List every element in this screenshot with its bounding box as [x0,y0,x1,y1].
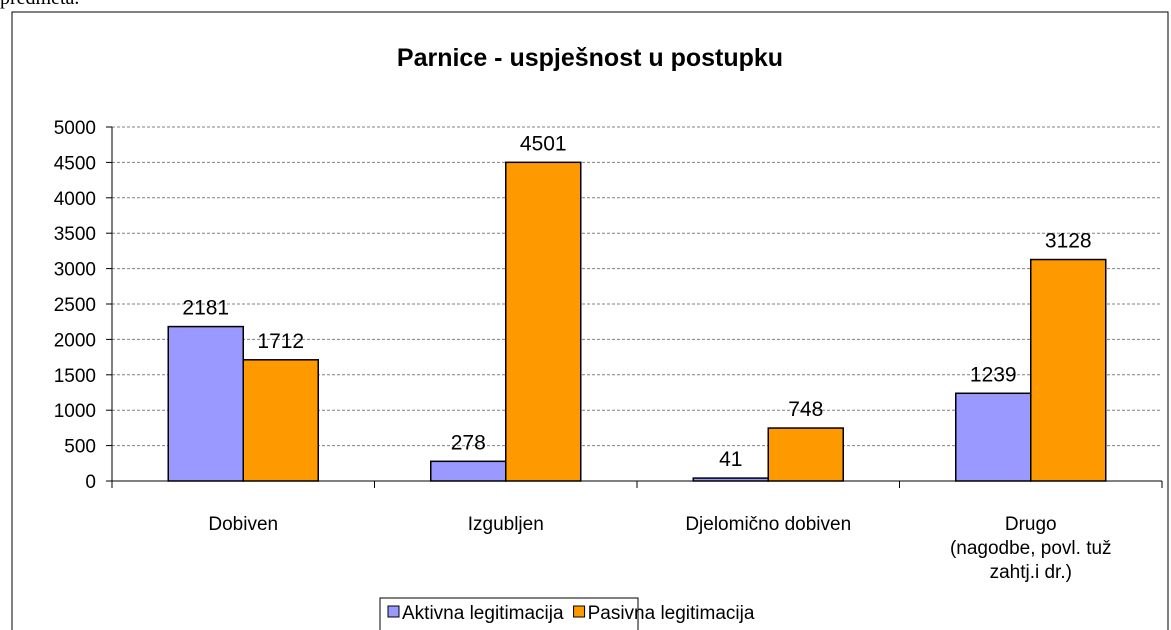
y-tick-label: 3500 [54,224,96,245]
y-tick-label: 4500 [54,153,96,174]
x-tick-label: Djelomično dobiven [685,514,851,535]
value-label: 3128 [1045,230,1092,253]
header-text: predmeta. [0,0,79,9]
y-tick-label: 1000 [54,401,96,422]
bar [430,460,507,482]
value-label: 1712 [257,330,304,353]
y-tick-label: 3000 [54,260,96,281]
value-label: 41 [719,448,742,471]
value-label: 4501 [520,132,567,155]
y-tick-label: 4000 [54,189,96,210]
legend-label: Aktivna legitimacija [402,603,564,624]
bar [1030,258,1107,482]
value-label: 1239 [970,363,1017,386]
x-tick-label: Izgubljen [468,514,544,535]
y-tick-label: 500 [64,437,96,458]
bar [692,477,769,482]
value-label: 278 [451,431,486,454]
bar [242,359,319,482]
bar [767,427,844,482]
y-tick-label: 0 [85,472,96,493]
chart-title: Parnice - uspješnost u postupku [397,44,783,72]
y-tick-label: 5000 [54,118,96,139]
bar [955,392,1032,482]
legend-swatch [573,605,586,618]
y-tick-label: 2000 [54,330,96,351]
x-tick-label: Drugo (nagodbe, povl. tuž zahtj.i dr.) [950,514,1112,583]
value-label: 2181 [182,297,229,320]
y-tick-label: 1500 [54,366,96,387]
bar [167,325,244,482]
legend-box [379,597,639,630]
y-tick-label: 2500 [54,295,96,316]
legend-label: Pasivna legitimacija [588,603,755,624]
bar [505,161,582,482]
chart-border [11,11,1169,630]
legend-swatch [387,605,400,618]
value-label: 748 [788,398,823,421]
x-tick-label: Dobiven [208,514,278,535]
